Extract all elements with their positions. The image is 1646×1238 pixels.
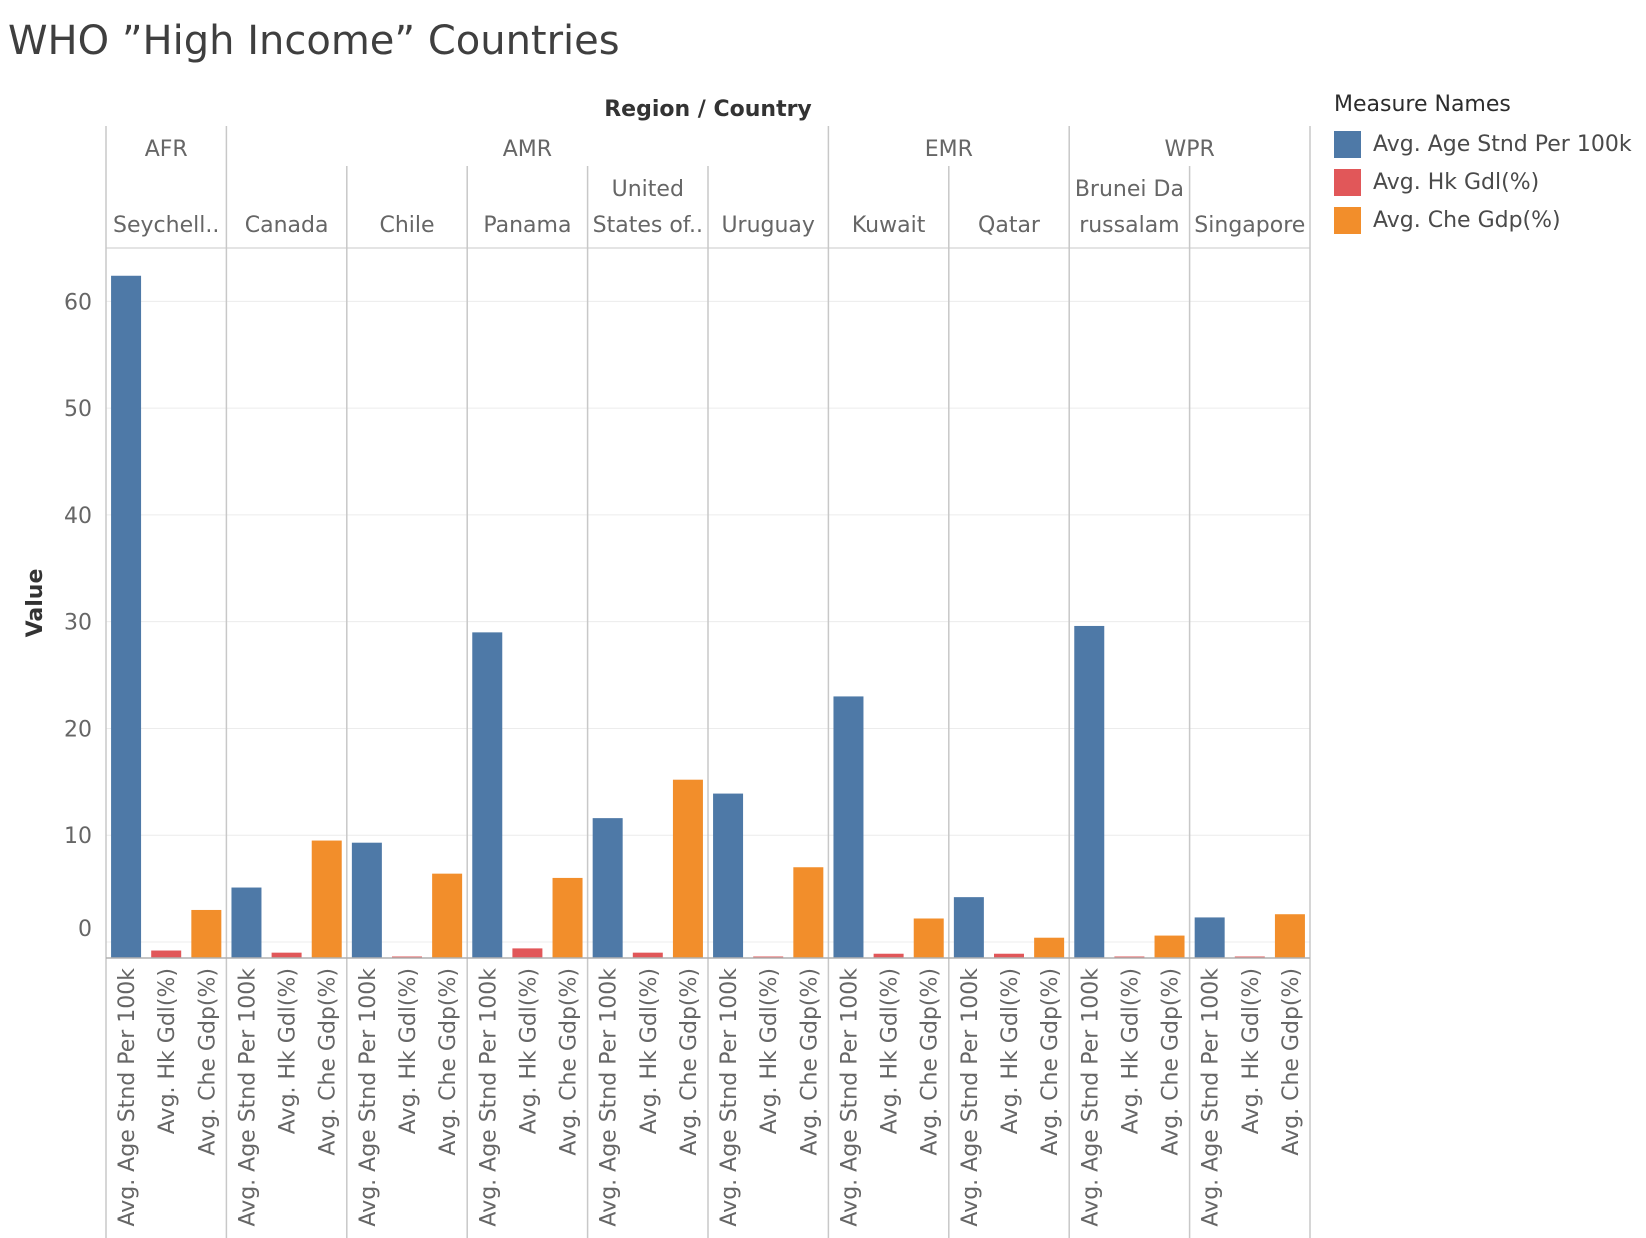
x-tick-label: Avg. Hk Gdl(%): [1239, 968, 1264, 1134]
x-tick-label: Avg. Hk Gdl(%): [998, 968, 1023, 1134]
x-tick-label: Avg. Age Stnd Per 100k: [235, 968, 260, 1227]
x-tick-label: Avg. Age Stnd Per 100k: [958, 968, 983, 1227]
legend-title: Measure Names: [1334, 92, 1511, 117]
legend-swatch: [1334, 130, 1361, 158]
x-tick-label: Avg. Che Gdp(%): [797, 968, 822, 1156]
y-tick-label: 30: [64, 611, 92, 636]
bar-che-gdp: [672, 779, 703, 958]
x-tick-label: Avg. Age Stnd Per 100k: [717, 968, 742, 1227]
chart-title: WHO ”High Income” Countries: [8, 18, 620, 64]
bar-age-stnd: [953, 897, 984, 958]
x-tick-label: Avg. Hk Gdl(%): [757, 968, 782, 1134]
bar-hk-gdl: [632, 952, 663, 958]
x-tick-label: Avg. Hk Gdl(%): [1118, 968, 1143, 1134]
country-label: Canada: [245, 213, 329, 238]
legend-swatch: [1334, 168, 1361, 196]
x-tick-label: Avg. Che Gdp(%): [918, 968, 943, 1156]
bar-che-gdp: [1154, 935, 1185, 958]
x-tick-label: Avg. Che Gdp(%): [1038, 968, 1063, 1156]
region-label: AFR: [145, 137, 188, 162]
country-label: Seychell..: [113, 213, 219, 238]
x-tick-label: Avg. Hk Gdl(%): [276, 968, 301, 1134]
country-label: russalam: [1079, 213, 1179, 238]
x-tick-label: Avg. Age Stnd Per 100k: [837, 968, 862, 1227]
x-tick-label: Avg. Hk Gdl(%): [396, 968, 421, 1134]
bar-age-stnd: [231, 887, 262, 958]
x-tick-label: Avg. Age Stnd Per 100k: [356, 968, 381, 1227]
region-label: EMR: [925, 137, 973, 162]
x-tick-label: Avg. Che Gdp(%): [436, 968, 461, 1156]
bar-hk-gdl: [994, 953, 1024, 958]
bar-che-gdp: [432, 873, 463, 958]
y-tick-label: 10: [64, 824, 92, 849]
y-tick-label: 50: [64, 397, 92, 422]
legend-item-age-stnd[interactable]: Avg. Age Stnd Per 100k: [1334, 125, 1632, 163]
x-tick-label: Avg. Hk Gdl(%): [637, 968, 662, 1134]
x-tick-label: Avg. Age Stnd Per 100k: [1078, 968, 1103, 1227]
bar-che-gdp: [311, 840, 342, 958]
legend-item-che-gdp[interactable]: Avg. Che Gdp(%): [1334, 201, 1632, 239]
legend-label: Avg. Hk Gdl(%): [1373, 169, 1540, 195]
legend: Measure Names Avg. Age Stnd Per 100k Avg…: [1334, 92, 1632, 239]
x-tick-label: Avg. Che Gdp(%): [1279, 968, 1304, 1156]
x-tick-label: Avg. Che Gdp(%): [557, 968, 582, 1156]
bar-che-gdp: [1034, 937, 1065, 958]
country-label: United: [612, 177, 684, 202]
header-title: Region / Country: [604, 97, 812, 122]
y-tick-label: 60: [64, 290, 92, 315]
x-tick-label: Avg. Age Stnd Per 100k: [597, 968, 622, 1227]
bar-hk-gdl: [271, 952, 302, 958]
x-tick-label: Avg. Che Gdp(%): [195, 968, 220, 1156]
bar-che-gdp: [191, 909, 222, 958]
bar-age-stnd: [351, 842, 382, 958]
bar-age-stnd: [1194, 917, 1225, 958]
bar-hk-gdl: [873, 953, 904, 958]
x-tick-label: Avg. Age Stnd Per 100k: [476, 968, 501, 1227]
region-label: AMR: [503, 137, 552, 162]
x-tick-label: Avg. Che Gdp(%): [677, 968, 702, 1156]
y-axis-title: Value: [23, 569, 48, 638]
bar-che-gdp: [552, 877, 583, 958]
bar-hk-gdl: [151, 950, 182, 958]
y-tick-label: 0: [78, 917, 92, 942]
x-tick-label: Avg. Hk Gdl(%): [878, 968, 903, 1134]
x-tick-label: Avg. Hk Gdl(%): [516, 968, 541, 1134]
country-label: Chile: [379, 213, 434, 238]
x-tick-label: Avg. Age Stnd Per 100k: [1199, 968, 1224, 1227]
country-label: Qatar: [978, 213, 1041, 238]
region-label: WPR: [1164, 137, 1214, 162]
bar-age-stnd: [592, 818, 623, 958]
legend-swatch: [1334, 206, 1361, 234]
bar-che-gdp: [1274, 914, 1305, 958]
x-tick-label: Avg. Che Gdp(%): [1159, 968, 1184, 1156]
bar-che-gdp: [913, 918, 944, 958]
bar-che-gdp: [793, 867, 824, 958]
country-label: Uruguay: [721, 213, 815, 238]
bar-age-stnd: [111, 275, 142, 958]
country-label: Brunei Da: [1075, 177, 1184, 202]
x-tick-label: Avg. Che Gdp(%): [316, 968, 341, 1156]
legend-label: Avg. Age Stnd Per 100k: [1373, 131, 1632, 157]
x-tick-label: Avg. Hk Gdl(%): [155, 968, 180, 1134]
x-tick-label: Avg. Age Stnd Per 100k: [115, 968, 140, 1227]
y-tick-label: 40: [64, 504, 92, 529]
bar-hk-gdl: [512, 948, 543, 958]
bar-age-stnd: [833, 696, 864, 958]
bar-age-stnd: [1074, 625, 1105, 958]
bar-age-stnd: [472, 632, 503, 958]
bar-age-stnd: [713, 793, 744, 958]
country-label: States of..: [593, 213, 703, 238]
country-label: Singapore: [1194, 213, 1305, 238]
y-tick-label: 20: [64, 717, 92, 742]
legend-label: Avg. Che Gdp(%): [1373, 207, 1561, 233]
country-label: Panama: [483, 213, 571, 238]
country-label: Kuwait: [852, 213, 926, 238]
legend-item-hk-gdl[interactable]: Avg. Hk Gdl(%): [1334, 163, 1632, 201]
